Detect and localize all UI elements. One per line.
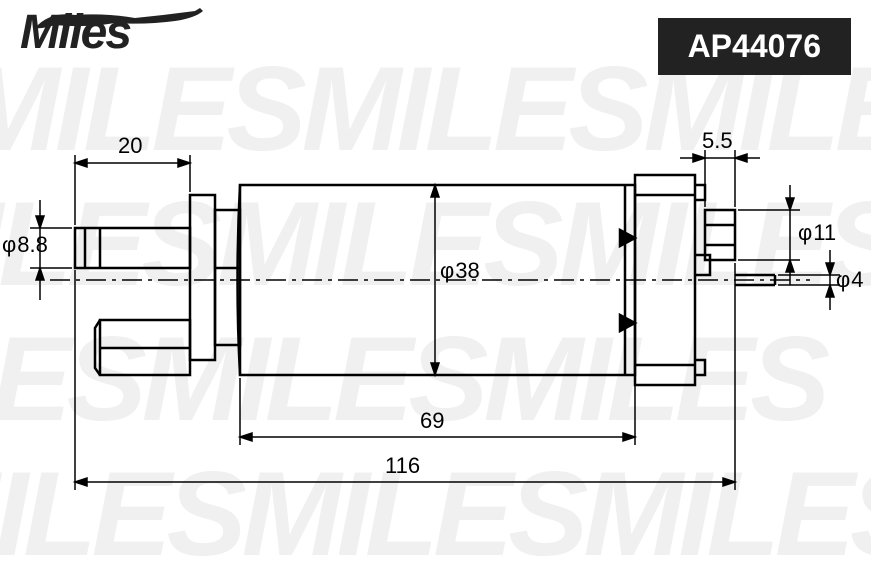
part-number-badge: AP44076 xyxy=(658,18,851,75)
dim-right-dia2: 4 xyxy=(836,267,864,293)
dim-total-len: 116 xyxy=(385,453,420,479)
dim-body-len: 69 xyxy=(420,408,444,434)
greyhound-icon xyxy=(25,3,225,33)
dim-right-step: 5.5 xyxy=(702,128,733,154)
brand-logo: Miles xyxy=(20,5,130,60)
dim-left-tube-dia: 8.8 xyxy=(2,232,48,258)
dim-right-dia1: 11 xyxy=(798,220,836,246)
dim-left-tube-len: 20 xyxy=(118,133,142,159)
technical-drawing xyxy=(0,0,871,530)
dim-body-dia: 38 xyxy=(440,258,480,284)
